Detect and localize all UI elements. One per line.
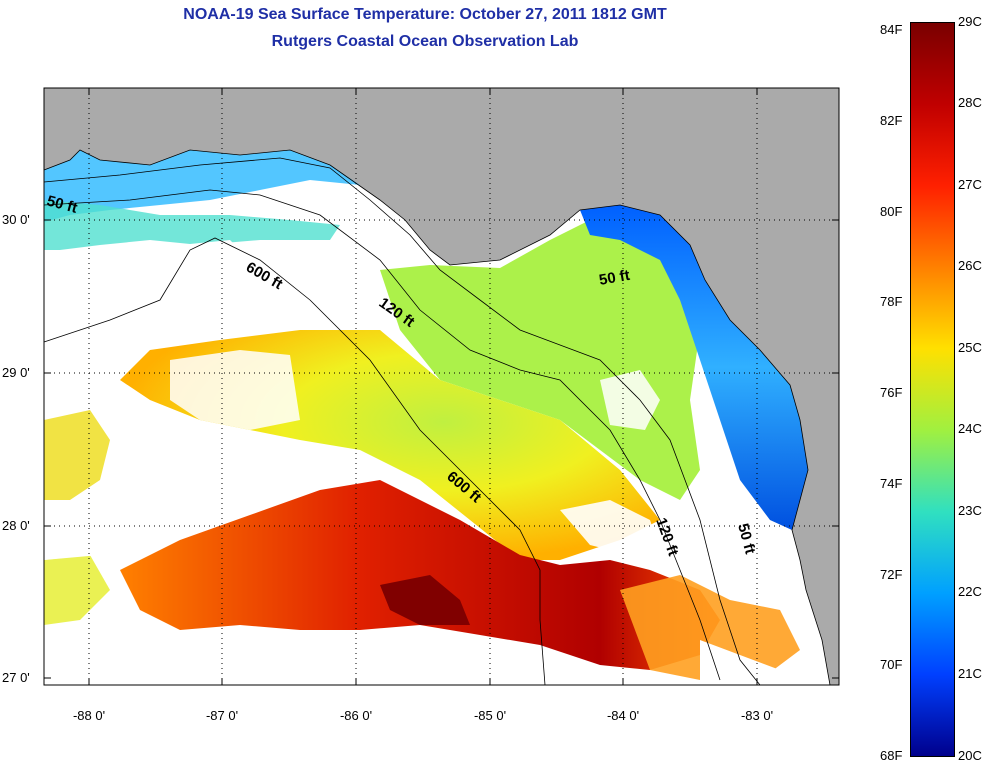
colorbar-c-label: 25C (958, 340, 982, 355)
land-mass (44, 88, 839, 685)
colorbar-c-label: 23C (958, 503, 982, 518)
cloud-northwest (44, 240, 260, 350)
cloud-west-central (170, 350, 300, 430)
colorbar (910, 22, 955, 757)
contour-600ft (43, 237, 546, 686)
map-subtitle: Rutgers Coastal Ocean Observation Lab (271, 33, 579, 50)
colorbar-f-label: 82F (880, 113, 903, 128)
map-title: NOAA-19 Sea Surface Temperature: October… (183, 6, 667, 23)
colorbar-c-label: 20C (958, 748, 982, 763)
coastal-cool-strip (580, 205, 808, 530)
lon-label: -88 0' (72, 708, 106, 723)
warm-core-band (120, 480, 720, 670)
map-border (43, 87, 840, 686)
coastline (43, 149, 831, 686)
colorbar-f-label: 74F (880, 476, 903, 491)
west-patch-2 (44, 555, 110, 625)
colorbar-c-label: 28C (958, 95, 982, 110)
colorbar-f-label: 68F (880, 748, 903, 763)
colorbar-c-label: 21C (958, 666, 982, 681)
lon-label: -87 0' (205, 708, 239, 723)
cloud-shelf (560, 500, 660, 555)
lat-label: 28 0' (2, 518, 30, 533)
cloud-south (44, 620, 560, 685)
colorbar-f-label: 78F (880, 294, 903, 309)
colorbar-c-label: 27C (958, 177, 982, 192)
cloud-west-lower (40, 500, 170, 560)
colorbar-c-label: 26C (958, 258, 982, 273)
panhandle-shelf-band (44, 200, 340, 255)
cloud-southeast (700, 640, 800, 685)
shelf-green-field (380, 215, 700, 500)
lon-label: -86 0' (339, 708, 373, 723)
lon-label: -83 0' (740, 708, 774, 723)
southeast-patch (620, 575, 800, 680)
colorbar-f-label: 80F (880, 204, 903, 219)
lat-label: 29 0' (2, 365, 30, 380)
colorbar-f-label: 72F (880, 567, 903, 582)
colorbar-c-label: 24C (958, 421, 982, 436)
colorbar-c-label: 22C (958, 584, 982, 599)
lon-label: -84 0' (606, 708, 640, 723)
west-patch-1 (44, 410, 110, 505)
colorbar-c-label: 29C (958, 14, 982, 29)
panhandle-cool-band (44, 150, 360, 222)
lat-label: 27 0' (2, 670, 30, 685)
axis-ticks (44, 88, 839, 685)
contour-50ft (43, 157, 761, 686)
warmest-core (380, 575, 470, 625)
colorbar-f-label: 70F (880, 657, 903, 672)
colorbar-f-label: 84F (880, 22, 903, 37)
cloud-shelf-2 (600, 370, 660, 430)
colorbar-f-label: 76F (880, 385, 903, 400)
contour-120ft (43, 189, 721, 681)
lat-label: 30 0' (2, 212, 30, 227)
lon-label: -85 0' (473, 708, 507, 723)
